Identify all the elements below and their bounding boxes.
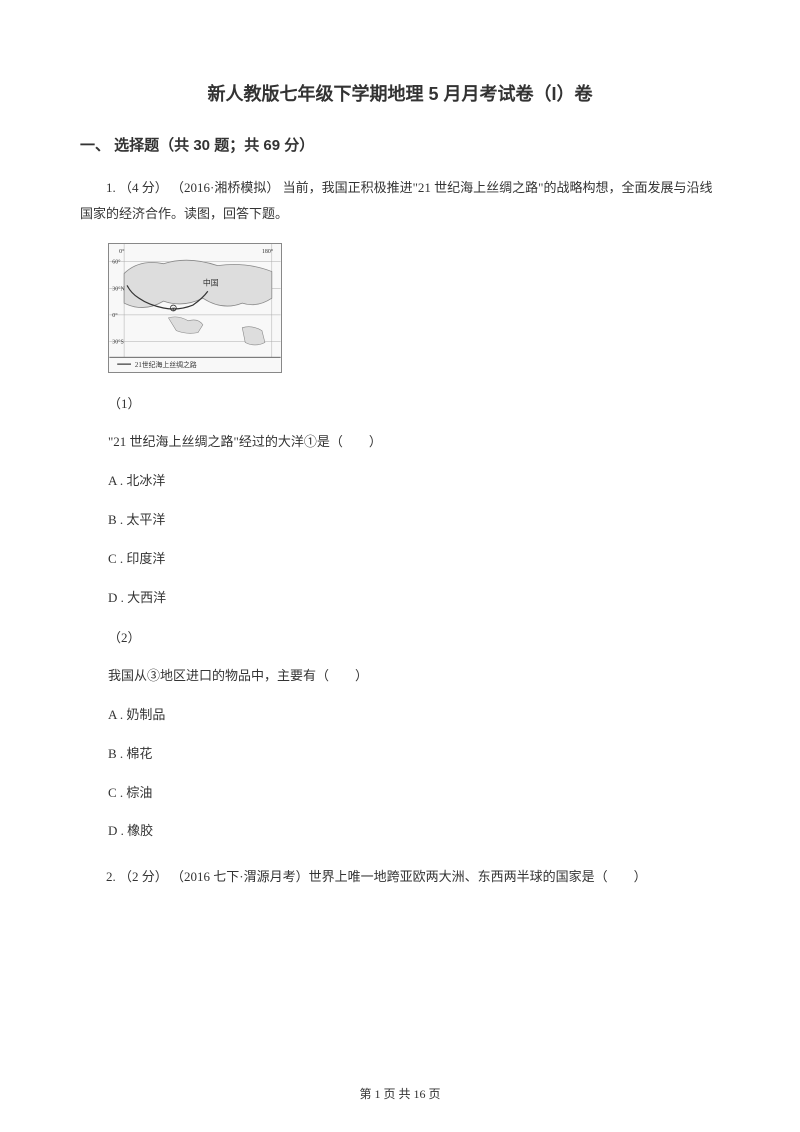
q1-sub2-option-c: C . 棕油 bbox=[108, 783, 720, 804]
q1-sub2-option-d: D . 橡胶 bbox=[108, 821, 720, 842]
page-footer: 第 1 页 共 16 页 bbox=[0, 1085, 800, 1102]
q1-sub1-option-b: B . 太平洋 bbox=[108, 510, 720, 531]
map-figure: ① 中国 60° 30°N 0° 30°S 0° 180° 21世纪海上丝绸之路 bbox=[108, 243, 282, 373]
q1-sub1-num: （1） bbox=[108, 393, 720, 412]
q1-sub2-option-b: B . 棉花 bbox=[108, 744, 720, 765]
q1-sub1-option-d: D . 大西洋 bbox=[108, 588, 720, 609]
svg-text:①: ① bbox=[171, 307, 176, 313]
q1-sub1-option-c: C . 印度洋 bbox=[108, 549, 720, 570]
q1-sub1-option-a: A . 北冰洋 bbox=[108, 471, 720, 492]
svg-text:30°N: 30°N bbox=[112, 285, 125, 292]
map-china-label: 中国 bbox=[203, 277, 219, 287]
q2-stem: 2. （2 分） （2016 七下·渭源月考）世界上唯一地跨亚欧两大洲、东西两半… bbox=[80, 864, 720, 890]
svg-text:0°: 0° bbox=[119, 248, 125, 255]
q1-sub1-text: "21 世纪海上丝绸之路"经过的大洋①是（ ） bbox=[108, 430, 720, 453]
svg-text:30°S: 30°S bbox=[112, 338, 124, 345]
page-title: 新人教版七年级下学期地理 5 月月考试卷（I）卷 bbox=[80, 80, 720, 106]
svg-text:60°: 60° bbox=[112, 259, 121, 266]
svg-text:180°: 180° bbox=[262, 248, 274, 255]
map-legend: 21世纪海上丝绸之路 bbox=[135, 360, 197, 369]
section-header: 一、 选择题（共 30 题；共 69 分） bbox=[80, 134, 720, 155]
q1-sub2-num: （2） bbox=[108, 627, 720, 646]
map-svg: ① 中国 60° 30°N 0° 30°S 0° 180° 21世纪海上丝绸之路 bbox=[109, 244, 281, 372]
q1-sub2-option-a: A . 奶制品 bbox=[108, 705, 720, 726]
q1-stem: 1. （4 分） （2016·湘桥模拟） 当前，我国正积极推进"21 世纪海上丝… bbox=[80, 175, 720, 227]
q1-sub2-text: 我国从③地区进口的物品中，主要有（ ） bbox=[108, 664, 720, 687]
svg-text:0°: 0° bbox=[112, 312, 118, 319]
